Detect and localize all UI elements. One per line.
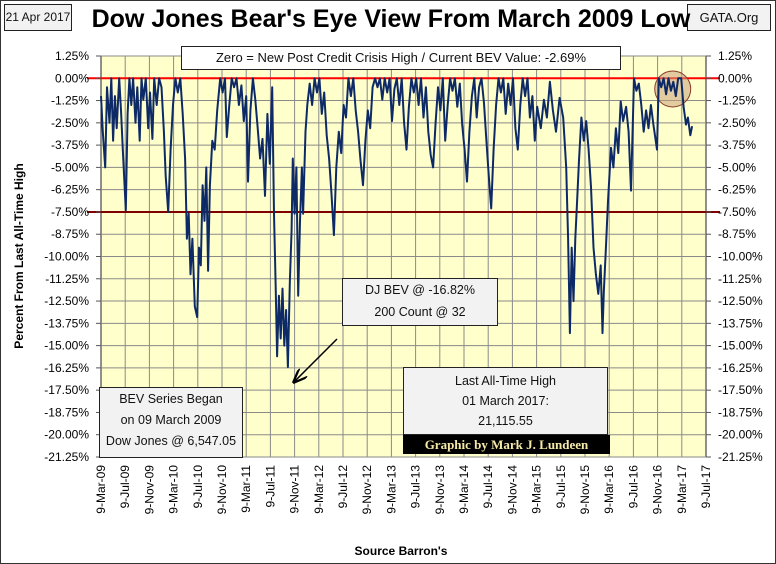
y-tick-label-left: -17.50% [44,383,89,397]
y-tick-label-right: -8.75% [718,227,756,241]
y-tick-label-right: 0.00% [718,71,752,85]
bev-low-line1: DJ BEV @ -16.82% [365,283,475,297]
y-tick-label-right: -11.25% [718,272,762,286]
y-tick-label-right: -2.50% [718,116,756,130]
y-tick-label-left: -16.25% [44,361,89,375]
highlight-circle [654,70,692,108]
y-tick-label-left: -11.25% [45,272,89,286]
reference-lines [87,77,720,213]
y-tick-label-left: -21.25% [44,450,89,464]
y-tick-label-right: -21.25% [718,450,763,464]
y-tick-label-right: 1.25% [718,49,752,63]
y-tick-label-right: -3.75% [718,138,756,152]
x-tick-label: 9-Mar-17 [675,465,689,514]
y-tick-label-left: -3.75% [51,138,89,152]
y-tick-label-right: -18.75% [718,405,763,419]
x-tick-label: 9-Mar-12 [312,465,326,514]
x-tick-label: 9-Mar-15 [530,465,544,514]
y-tick-label-left: -18.75% [44,405,89,419]
y-tick-label-left: -5.00% [51,160,89,174]
x-tick-label: 9-Nov-13 [433,465,447,515]
y-tick-label-left: -2.50% [51,116,89,130]
y-axis-left: 1.25% 0.00% -1.25% -2.50% -3.75% -5.00% -6.25%… [44,49,101,464]
x-tick-label: 9-Nov-15 [578,465,592,515]
x-axis-title: Source Barron's [355,544,448,558]
y-tick-label-left: 1.25% [55,49,89,63]
x-tick-label: 9-Mar-10 [167,465,181,514]
series-start-line2: on 09 March 2009 [120,413,222,427]
y-tick-label-right: -20.00% [718,428,763,442]
y-tick-label-right: -17.50% [718,383,763,397]
x-tick-label: 9-Jul-15 [554,465,568,509]
y-tick-label-right: -10.00% [718,250,763,264]
y-tick-label-left: -13.75% [44,316,89,330]
y-tick-label-left: 0.00% [55,71,89,85]
series-start-annotation: BEV Series Began on 09 March 2009 Dow Jo… [99,387,243,458]
x-tick-label: 9-Nov-12 [360,465,374,515]
y-axis-right: 1.25% 0.00% -1.25% -2.50% -3.75% -5.00% -6.25%… [706,49,763,464]
x-tick-label: 9-Jul-09 [118,465,132,509]
x-tick-label: 9-Mar-14 [457,465,471,514]
x-tick-label: 9-Nov-14 [505,465,519,515]
chart-title: Dow Jones Bear's Eye View From March 200… [91,5,691,33]
y-tick-label-right: -5.00% [718,160,756,174]
x-tick-label: 9-Jul-16 [626,465,640,509]
y-tick-label-left: -1.25% [51,94,89,108]
subtitle-box: Zero = New Post Credit Crisis High / Cur… [181,46,621,70]
credit-label: Graphic by Mark J. Lundeen [403,435,610,454]
x-tick-label: 9-Jul-11 [263,465,277,508]
source-tag: GATA.Org [687,4,771,31]
y-tick-label-left: -8.75% [51,227,89,241]
y-axis-title: Percent From Last All-Time High [12,163,26,348]
x-tick-label: 9-Mar-16 [602,465,616,514]
y-tick-label-right: -7.50% [718,205,756,219]
x-tick-label: 9-Jul-12 [336,465,350,509]
date-label: 21 Apr 2017 [4,4,72,31]
x-tick-label: 9-Jul-17 [699,465,713,509]
x-tick-label: 9-Jul-10 [191,465,205,509]
last-high-annotation: Last All-Time High 01 March 2017: 21,115… [403,367,608,435]
y-tick-label-right: -6.25% [718,183,756,197]
y-tick-label-left: -7.50% [51,205,89,219]
y-tick-label-left: -20.00% [44,428,89,442]
x-tick-label: 9-Nov-11 [288,465,302,514]
last-high-line1: Last All-Time High [455,374,556,388]
x-tick-label: 9-Jul-14 [481,465,495,509]
y-tick-label-left: -15.00% [44,339,89,353]
bev-series-line [100,77,694,368]
last-high-line2: 01 March 2017: [462,394,549,408]
last-high-line3: 21,115.55 [478,414,533,428]
y-tick-label-left: -6.25% [51,183,89,197]
annotation-arrow [294,338,338,382]
x-tick-label: 9-Nov-09 [142,465,156,515]
x-tick-label: 9-Jul-13 [409,465,423,509]
y-tick-label-left: -12.50% [44,294,89,308]
x-axis: 9-Mar-09 9-Jul-09 9-Nov-09 9-Mar-10 9-Jul-10… [94,465,713,515]
bev-low-annotation: DJ BEV @ -16.82% 200 Count @ 32 [342,278,498,326]
bev-low-line2: 200 Count @ 32 [374,305,466,319]
y-tick-label-right: -1.25% [718,94,756,108]
x-tick-label: 9-Mar-13 [384,465,398,514]
x-tick-label: 9-Nov-16 [651,465,665,515]
y-tick-label-right: -13.75% [718,316,763,330]
series-start-line1: BEV Series Began [119,392,223,406]
x-tick-label: 9-Mar-11 [239,465,253,513]
y-tick-label-right: -15.00% [718,339,763,353]
y-tick-label-left: -10.00% [44,250,89,264]
x-tick-label: 9-Nov-10 [215,465,229,515]
x-tick-label: 9-Mar-09 [94,465,108,514]
y-tick-label-right: -16.25% [718,361,763,375]
y-tick-label-right: -12.50% [718,294,763,308]
series-start-line3: Dow Jones @ 6,547.05 [105,434,237,448]
